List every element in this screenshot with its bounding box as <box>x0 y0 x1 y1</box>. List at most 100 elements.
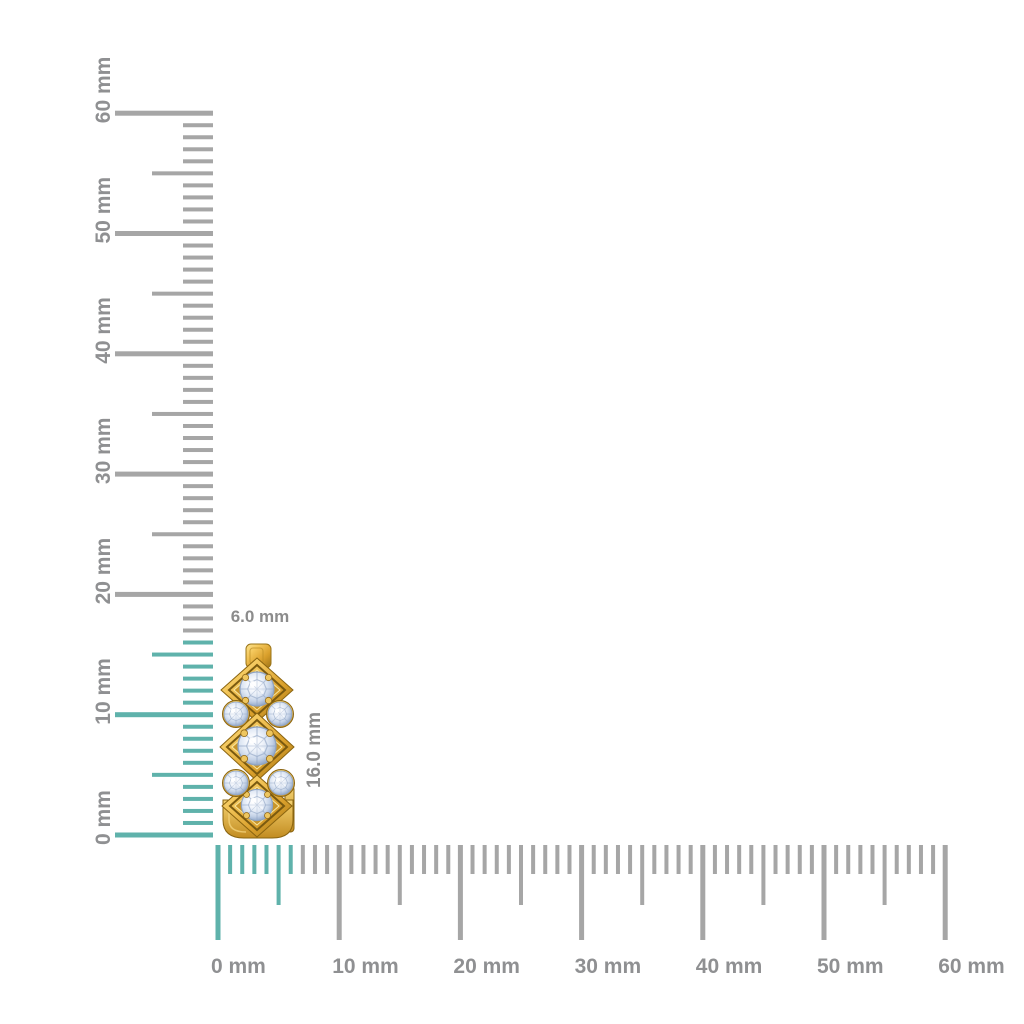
vertical-ruler-tick <box>183 640 213 645</box>
vertical-ruler-tick <box>115 471 213 477</box>
horizontal-ruler-tick <box>676 845 681 874</box>
vertical-ruler-tick <box>183 700 213 705</box>
horizontal-ruler-tick <box>482 845 487 874</box>
vertical-ruler-label: 30 mm <box>92 418 115 485</box>
horizontal-ruler-tick <box>397 845 402 905</box>
horizontal-ruler-tick <box>506 845 511 874</box>
vertical-ruler-tick <box>183 219 213 224</box>
vertical-ruler-tick <box>152 171 213 176</box>
horizontal-ruler-tick <box>870 845 875 874</box>
horizontal-ruler-tick <box>797 845 802 874</box>
horizontal-ruler-tick <box>628 845 633 874</box>
horizontal-ruler-tick <box>942 845 948 940</box>
horizontal-ruler: 0 mm 10 mm 20 mm 30 mm 40 mm 50 mm 60 mm <box>211 845 1005 978</box>
horizontal-ruler-tick <box>737 845 742 874</box>
vertical-ruler-label: 50 mm <box>92 177 115 244</box>
horizontal-ruler-tick <box>931 845 936 874</box>
vertical-ruler: 0 mm 10 mm 20 mm 30 mm 40 mm 50 mm 60 mm <box>92 57 213 845</box>
horizontal-ruler-tick <box>761 845 766 905</box>
vertical-ruler-label: 20 mm <box>92 538 115 605</box>
horizontal-ruler-tick <box>834 845 839 874</box>
vertical-ruler-tick <box>183 460 213 465</box>
horizontal-ruler-tick <box>312 845 317 874</box>
horizontal-ruler-tick <box>591 845 596 874</box>
vertical-ruler-tick <box>183 628 213 633</box>
vertical-ruler-tick <box>183 808 213 813</box>
vertical-ruler-tick <box>115 832 213 838</box>
horizontal-ruler-tick <box>264 845 269 874</box>
horizontal-ruler-tick <box>409 845 414 874</box>
vertical-ruler-tick <box>183 520 213 525</box>
vertical-ruler-tick <box>115 231 213 236</box>
horizontal-ruler-tick <box>640 845 645 905</box>
horizontal-ruler-label: 50 mm <box>817 955 884 978</box>
horizontal-ruler-tick <box>215 845 221 940</box>
horizontal-ruler-tick <box>300 845 305 874</box>
vertical-ruler-tick <box>183 303 213 308</box>
earring-image <box>219 643 295 839</box>
vertical-ruler-tick <box>183 568 213 573</box>
vertical-ruler-tick <box>183 580 213 585</box>
vertical-ruler-tick <box>183 123 213 128</box>
horizontal-ruler-tick <box>519 845 523 905</box>
vertical-ruler-tick <box>183 255 213 260</box>
vertical-ruler-label: 0 mm <box>92 790 115 845</box>
vertical-ruler-tick <box>183 544 213 549</box>
vertical-ruler-tick <box>183 484 213 489</box>
vertical-ruler-tick <box>183 147 213 152</box>
horizontal-ruler-tick <box>470 845 475 874</box>
vertical-ruler-tick <box>183 375 213 380</box>
horizontal-ruler-label: 10 mm <box>332 955 399 978</box>
vertical-ruler-tick <box>183 159 213 164</box>
vertical-ruler-tick <box>183 688 213 693</box>
vertical-ruler-tick <box>183 363 213 368</box>
horizontal-ruler-tick <box>373 845 378 874</box>
vertical-ruler-tick <box>183 243 213 248</box>
vertical-ruler-tick <box>183 195 213 200</box>
horizontal-ruler-tick <box>846 845 851 874</box>
horizontal-ruler-label: 30 mm <box>575 955 642 978</box>
horizontal-ruler-tick <box>688 845 693 874</box>
vertical-ruler-tick <box>183 448 213 453</box>
horizontal-ruler-tick <box>240 845 245 874</box>
horizontal-ruler-tick <box>385 845 390 874</box>
horizontal-ruler-tick <box>809 845 814 874</box>
vertical-ruler-tick <box>183 315 213 320</box>
vertical-ruler-tick <box>183 207 213 212</box>
vertical-ruler-tick <box>183 496 213 501</box>
vertical-ruler-tick <box>183 183 213 188</box>
vertical-ruler-tick <box>183 423 213 428</box>
accent-stones-lower <box>222 769 295 797</box>
vertical-ruler-tick <box>152 772 213 777</box>
vertical-ruler-tick <box>115 591 213 597</box>
width-annotation: 6.0 mm <box>231 607 290 626</box>
vertical-ruler-tick <box>183 784 213 789</box>
vertical-ruler-tick <box>183 267 213 272</box>
horizontal-ruler-tick <box>664 845 669 874</box>
horizontal-ruler-tick <box>567 845 572 874</box>
horizontal-ruler-tick <box>543 845 548 874</box>
accent-stones-upper <box>222 700 294 728</box>
horizontal-ruler-label: 20 mm <box>453 955 520 978</box>
vertical-ruler-tick <box>115 712 213 718</box>
horizontal-ruler-tick <box>422 845 427 874</box>
vertical-ruler-tick <box>183 796 213 801</box>
horizontal-ruler-tick <box>652 845 657 874</box>
vertical-ruler-label: 60 mm <box>92 57 115 124</box>
vertical-ruler-tick <box>152 532 213 537</box>
horizontal-ruler-tick <box>531 845 536 874</box>
horizontal-ruler-tick <box>252 845 257 874</box>
horizontal-ruler-tick <box>361 845 366 874</box>
horizontal-ruler-tick <box>446 845 451 874</box>
horizontal-ruler-tick <box>773 845 778 874</box>
horizontal-ruler-tick <box>615 845 620 874</box>
horizontal-ruler-tick <box>725 845 730 874</box>
vertical-ruler-label: 10 mm <box>92 658 115 725</box>
horizontal-ruler-tick <box>349 845 354 874</box>
vertical-ruler-tick <box>152 652 213 657</box>
vertical-ruler-tick <box>183 616 213 621</box>
vertical-ruler-tick <box>115 351 213 357</box>
height-annotation: 16.0 mm <box>304 712 325 788</box>
vertical-ruler-tick <box>183 135 213 140</box>
